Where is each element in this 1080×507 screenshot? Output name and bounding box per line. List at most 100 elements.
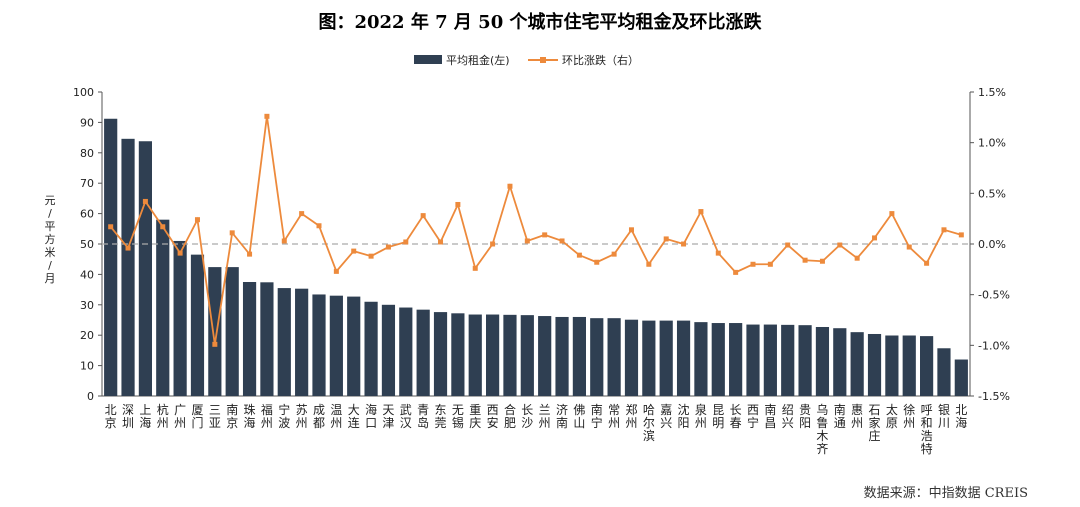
category-label: 惠州: [851, 403, 863, 430]
category-label: 合肥: [504, 402, 516, 430]
rent-bar: [711, 323, 725, 396]
rent-bar: [242, 282, 257, 396]
category-label: 武汉: [400, 403, 412, 430]
change-marker: [872, 235, 878, 241]
left-tick-label: 40: [80, 268, 94, 281]
change-marker: [507, 183, 513, 189]
category-label: 杭州: [157, 402, 169, 430]
rent-bar: [208, 267, 222, 396]
change-marker: [646, 261, 652, 267]
change-marker: [490, 241, 496, 247]
rent-bar: [833, 328, 847, 396]
change-marker: [472, 265, 478, 271]
rent-bar: [624, 319, 639, 396]
change-marker: [837, 242, 843, 248]
change-marker: [802, 257, 808, 263]
change-marker: [524, 238, 530, 244]
change-marker: [681, 241, 687, 247]
category-label: 广州: [174, 403, 186, 430]
category-label: 长沙: [521, 403, 533, 430]
category-label: 佛山: [573, 403, 585, 430]
right-tick-label: -0.5%: [978, 289, 1010, 302]
left-tick-label: 100: [73, 86, 94, 99]
right-tick-label: 0.5%: [978, 187, 1006, 200]
left-tick-label: 60: [80, 208, 94, 221]
rent-bar: [815, 326, 830, 396]
rent-bar: [746, 324, 760, 396]
rent-bar: [520, 315, 534, 396]
rent-bar: [503, 314, 517, 396]
category-label: 南京: [226, 402, 238, 430]
right-tick-label: 0.0%: [978, 238, 1006, 251]
category-label: 哈尔滨: [643, 403, 655, 443]
category-label: 海口: [365, 402, 377, 430]
rent-bar: [416, 309, 430, 396]
change-marker: [247, 251, 253, 257]
change-marker: [906, 244, 912, 250]
rent-bar: [225, 267, 239, 396]
category-label: 上海: [139, 403, 151, 430]
category-label: 重庆: [469, 403, 481, 430]
rent-bar: [451, 313, 465, 396]
change-marker: [438, 239, 444, 245]
category-label: 南昌: [764, 402, 776, 430]
rent-bar: [156, 219, 170, 396]
rent-bar: [902, 335, 916, 396]
category-label: 昆明: [712, 403, 724, 430]
change-marker: [194, 217, 200, 223]
category-label: 绍兴: [782, 403, 794, 430]
category-label: 乌鲁木齐: [816, 402, 828, 456]
change-marker: [142, 198, 148, 204]
rent-bar: [555, 316, 569, 396]
rent-bar: [659, 320, 673, 396]
category-label: 太原: [886, 402, 898, 430]
left-tick-label: 50: [80, 238, 94, 251]
change-line: [109, 116, 962, 345]
category-label: 贵阳: [799, 403, 811, 430]
category-label: 郑州: [625, 402, 637, 430]
category-label: 西安: [487, 403, 499, 430]
rent-bar: [173, 240, 187, 396]
category-label: 西宁: [747, 403, 759, 430]
rent-bar: [590, 318, 604, 396]
right-tick-label: -1.0%: [978, 339, 1010, 352]
change-marker: [576, 252, 582, 258]
change-marker: [698, 209, 704, 215]
category-label: 长春: [730, 403, 742, 430]
chart-title: 图：2022 年 7 月 50 个城市住宅平均租金及环比涨跌: [318, 11, 762, 33]
category-label: 南通: [834, 402, 846, 430]
change-marker: [368, 253, 374, 259]
left-tick-label: 0: [87, 390, 94, 403]
change-marker: [941, 227, 947, 233]
category-label: 东莞: [435, 403, 447, 430]
change-marker: [229, 230, 235, 236]
category-label: 三亚: [209, 403, 221, 430]
rent-bar: [433, 312, 448, 396]
category-label: 北京: [105, 403, 117, 430]
change-marker: [889, 211, 895, 217]
category-label: 厦门: [191, 403, 203, 430]
category-label: 苏州: [296, 403, 308, 430]
rent-bar: [798, 325, 812, 396]
rent-bar: [329, 295, 343, 396]
right-tick-label: 1.5%: [978, 86, 1006, 99]
rent-bar: [312, 294, 326, 396]
right-tick-label: -1.5%: [978, 390, 1010, 403]
change-marker: [854, 255, 860, 261]
rent-bar: [364, 301, 378, 396]
right-tick-label: 1.0%: [978, 137, 1006, 150]
change-marker: [594, 259, 600, 265]
category-label: 温州: [330, 403, 342, 430]
rent-bar: [347, 296, 361, 396]
change-marker: [212, 341, 218, 347]
change-marker: [611, 251, 617, 257]
category-label: 兰州: [539, 403, 551, 430]
change-marker: [628, 227, 634, 233]
change-marker: [333, 268, 339, 274]
left-tick-label: 30: [80, 299, 94, 312]
rent-bar: [138, 141, 152, 396]
rent-bar: [937, 348, 951, 396]
category-label: 石家庄: [869, 403, 881, 443]
rent-bar: [694, 322, 708, 396]
rent-bar: [260, 282, 274, 396]
